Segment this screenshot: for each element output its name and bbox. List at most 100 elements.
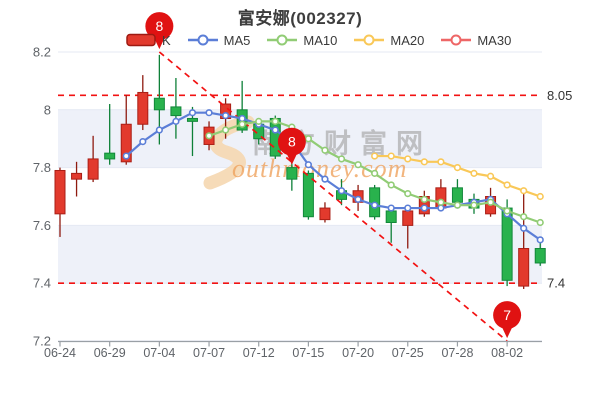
ma10-point — [520, 213, 528, 221]
reference-line-label: 7.4 — [547, 276, 565, 291]
balloon-marker-1 — [277, 127, 306, 156]
ma10-point — [321, 146, 329, 154]
ma20-point — [470, 169, 478, 177]
ma10-point — [420, 195, 428, 203]
x-axis-label-07-07: 07-07 — [193, 346, 225, 360]
x-axis-label-07-28: 07-28 — [441, 346, 473, 360]
ma5-point — [139, 137, 147, 146]
candle-body-07-28 — [451, 187, 463, 203]
ma20-point — [387, 152, 395, 160]
line-series-legend-icon — [354, 34, 385, 46]
x-axis-label-07-20: 07-20 — [342, 346, 374, 360]
ma5-point — [536, 236, 544, 244]
ma20-point — [503, 181, 511, 189]
y-axis-label-7.6: 7.6 — [33, 218, 51, 233]
candle-body-07-01 — [137, 91, 149, 125]
ma20-point — [453, 164, 462, 172]
chart-title: 富安娜(002327) — [237, 9, 363, 28]
candle-body-06-27 — [71, 172, 83, 180]
ma20-point — [420, 158, 428, 166]
ma5-point — [520, 224, 528, 232]
grid-band — [58, 225, 542, 284]
ma10-point — [486, 198, 495, 206]
legend-label: MA20 — [390, 32, 425, 48]
line-series-legend-icon — [187, 34, 218, 46]
balloon-marker-0 — [145, 12, 174, 41]
ma5-point — [188, 109, 197, 117]
y-axis-label-7.2: 7.2 — [33, 334, 51, 349]
ma20-point — [437, 158, 445, 166]
ma20-point — [486, 172, 495, 180]
candle-body-06-28 — [87, 158, 99, 180]
ma20-point — [371, 152, 379, 160]
ma5-point — [271, 126, 279, 134]
ma10-point — [205, 132, 213, 140]
ma20-point — [520, 187, 528, 195]
legend-item-ma20[interactable]: MA20 — [354, 33, 424, 48]
candle-body-07-18 — [319, 207, 331, 221]
candle-body-07-22 — [385, 210, 397, 224]
legend-label: MA5 — [223, 32, 251, 48]
candle-body-06-30 — [120, 123, 132, 163]
balloon-label: 8 — [155, 18, 163, 34]
x-axis-label-06-24: 06-24 — [44, 346, 76, 360]
x-axis-label-07-04: 07-04 — [143, 346, 175, 360]
candle-body-07-15 — [302, 172, 314, 218]
ma5-point — [172, 117, 180, 125]
x-axis-label-06-29: 06-29 — [94, 346, 126, 360]
ma5-point — [337, 187, 346, 195]
x-axis-label-07-15: 07-15 — [292, 346, 324, 360]
y-axis-label-7.8: 7.8 — [33, 160, 51, 175]
line-series-legend-icon — [267, 34, 298, 46]
candle-body-08-04 — [534, 248, 546, 264]
candle-body-08-02 — [501, 207, 513, 281]
x-axis-label-07-12: 07-12 — [243, 346, 275, 360]
candle-body-06-29 — [104, 152, 116, 160]
ma5-point — [354, 195, 362, 203]
candle-body-06-24 — [54, 169, 66, 215]
legend-item-ma10[interactable]: MA10 — [267, 33, 337, 48]
ma5-point — [205, 109, 213, 117]
y-axis-label-8.2: 8.2 — [33, 45, 51, 60]
ma5-point — [122, 152, 130, 160]
reference-line-label: 8.05 — [547, 88, 572, 103]
ma10-point — [470, 201, 478, 209]
ma10-point — [536, 218, 544, 227]
ma10-point — [255, 117, 263, 125]
line-series-legend-icon — [441, 34, 472, 46]
y-axis-label-8: 8 — [44, 102, 51, 117]
ma10-point — [387, 181, 395, 189]
ma10-point — [222, 126, 230, 134]
ma5-point — [404, 204, 412, 212]
x-axis-label-07-25: 07-25 — [392, 346, 424, 360]
ma10-point — [238, 120, 246, 128]
ma10-point — [437, 198, 445, 206]
ma10-point — [503, 207, 511, 215]
ma10-point — [371, 169, 379, 177]
ma5-point — [387, 204, 395, 212]
legend-item-ma5[interactable]: MA5 — [187, 32, 251, 48]
ma5-point — [321, 175, 329, 183]
legend-label: MA30 — [477, 32, 512, 48]
ma5-point — [155, 126, 163, 134]
ma10-point — [337, 155, 346, 163]
candle-body-07-14 — [286, 167, 298, 180]
ma10-point — [453, 201, 462, 209]
candle-body-07-05 — [170, 106, 182, 117]
legend-item-k[interactable]: K — [126, 33, 171, 48]
balloon-label: 7 — [503, 307, 511, 323]
ma5-point — [238, 114, 246, 123]
candle-body-07-04 — [153, 97, 165, 111]
watermark-text-en: outhmoney.com — [232, 154, 407, 183]
legend-label: K — [162, 32, 171, 48]
candle-body-08-03 — [518, 248, 530, 287]
ma5-point — [420, 204, 428, 212]
ma5-point — [222, 111, 230, 120]
legend-item-ma30[interactable]: MA30 — [441, 33, 511, 48]
ma10-point — [404, 190, 412, 198]
ma10-point — [354, 161, 362, 169]
ma20-point — [404, 155, 412, 163]
x-axis-label-08-02: 08-02 — [491, 346, 523, 360]
